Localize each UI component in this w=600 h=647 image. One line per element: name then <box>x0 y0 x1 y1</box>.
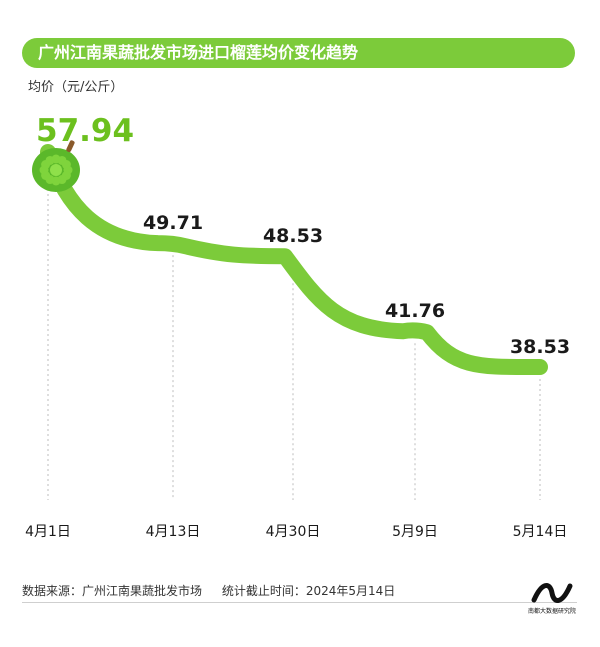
chart-title: 广州江南果蔬批发市场进口榴莲均价变化趋势 <box>38 43 359 62</box>
value-label: 48.53 <box>263 225 323 247</box>
data-point <box>414 330 416 333</box>
trend-line <box>40 144 548 376</box>
y-axis-label: 均价（元/公斤） <box>28 80 124 95</box>
x-tick-label: 4月13日 <box>146 524 201 540</box>
data-point <box>172 242 174 245</box>
x-tick-label: 5月9日 <box>392 524 438 540</box>
cutoff-note: 统计截止时间：2024年5月14日 <box>221 584 396 598</box>
logo-text: 南都大数据研究院 <box>528 608 577 615</box>
title-bar: 广州江南果蔬批发市场进口榴莲均价变化趋势 <box>22 38 575 68</box>
durian-icon <box>32 140 80 192</box>
logo: 南都大数据研究院 <box>528 580 576 620</box>
logo-mark-icon <box>531 583 573 603</box>
x-tick-label: 4月30日 <box>266 524 321 540</box>
chart-area: 57.94 49.71 48.53 41.76 38.53 4月1日 4月13日 4月30日 5… <box>25 113 570 540</box>
value-label: 49.71 <box>143 212 203 234</box>
x-tick-label: 5月14日 <box>513 524 568 540</box>
value-label: 41.76 <box>385 300 445 322</box>
footer-rule <box>22 602 577 603</box>
data-point <box>539 366 541 368</box>
value-label: 57.94 <box>36 113 134 149</box>
x-tick-label: 4月1日 <box>25 524 71 540</box>
source-note: 数据来源：广州江南果蔬批发市场 <box>22 584 203 598</box>
data-point <box>292 255 294 258</box>
footer: 数据来源：广州江南果蔬批发市场 统计截止时间：2024年5月14日 <box>22 582 411 599</box>
value-label: 38.53 <box>510 336 570 358</box>
